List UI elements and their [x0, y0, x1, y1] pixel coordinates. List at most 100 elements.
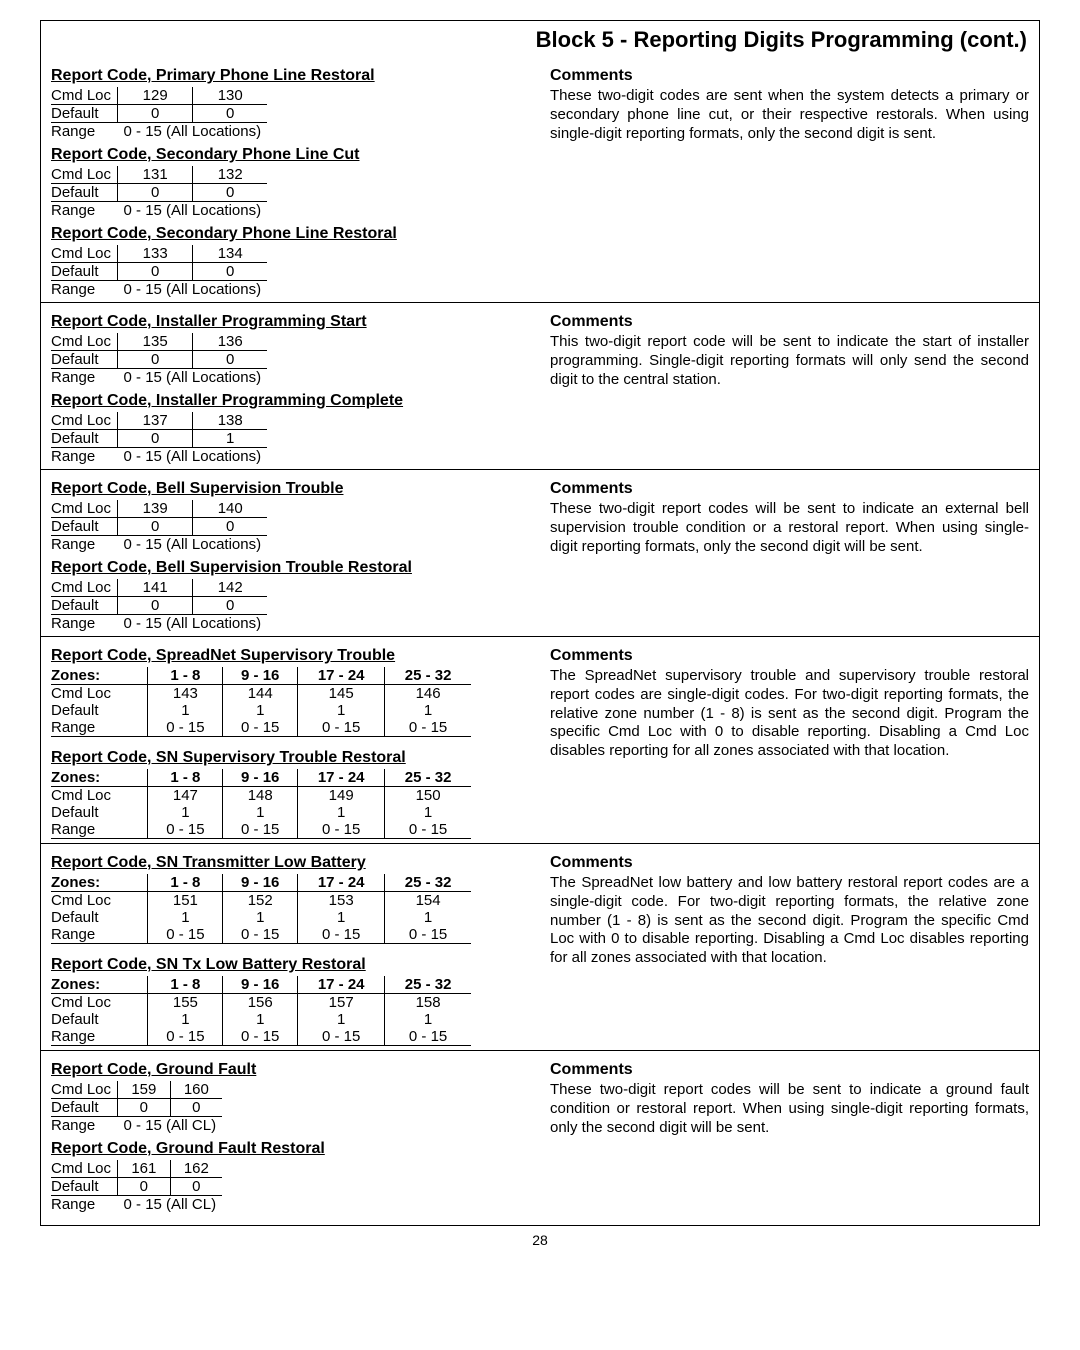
label-range: Range: [51, 536, 118, 554]
comments-body: The SpreadNet low battery and low batter…: [550, 874, 1029, 968]
zone-range: 9 - 16: [223, 976, 298, 994]
label-cmdloc: Cmd Loc: [51, 579, 118, 597]
cmdloc-val: 138: [193, 412, 267, 430]
content-border: Report Code, Primary Phone Line Restoral…: [40, 57, 1040, 1226]
comments-body: This two-digit report code will be sent …: [550, 333, 1029, 389]
range-val: 0 - 15: [148, 1028, 223, 1046]
default-val: 1: [385, 804, 471, 821]
cmdloc-val: 142: [193, 579, 267, 597]
range-val: 0 - 15: [298, 719, 385, 737]
comments-heading: Comments: [550, 67, 1029, 85]
zone-table: Zones: 1 - 8 9 - 16 17 - 24 25 - 32 Cmd …: [51, 769, 471, 839]
label-default: Default: [51, 1099, 118, 1117]
default-val: 1: [223, 909, 298, 926]
comments-body: These two-digit codes are sent when the …: [550, 87, 1029, 143]
default-val: 0: [118, 105, 193, 123]
comments-body: The SpreadNet supervisory trouble and su…: [550, 667, 1029, 761]
range-val: 0 - 15 (All Locations): [118, 202, 268, 220]
section-title: Report Code, Secondary Phone Line Cut: [51, 146, 530, 164]
range-val: 0 - 15: [298, 821, 385, 839]
label-default: Default: [51, 909, 148, 926]
section-title: Report Code, Bell Supervision Trouble: [51, 480, 530, 498]
default-val: 0: [193, 105, 267, 123]
section-row: Report Code, Ground Fault Cmd Loc 159 16…: [41, 1051, 1039, 1217]
section-right: Comments These two-digit report codes wi…: [540, 1051, 1039, 1217]
section-right: Comments The SpreadNet supervisory troub…: [540, 637, 1039, 843]
section-title: Report Code, Primary Phone Line Restoral: [51, 67, 530, 85]
cmdloc-val: 150: [385, 787, 471, 805]
cmdloc-val: 129: [118, 87, 193, 105]
range-val: 0 - 15 (All Locations): [118, 448, 268, 466]
cmdloc-val: 137: [118, 412, 193, 430]
label-range: Range: [51, 926, 148, 944]
cmdloc-val: 147: [148, 787, 223, 805]
cmdloc-val: 139: [118, 500, 193, 518]
default-val: 1: [385, 702, 471, 719]
label-default: Default: [51, 702, 148, 719]
default-val: 1: [223, 1011, 298, 1028]
label-cmdloc: Cmd Loc: [51, 412, 118, 430]
default-val: 1: [223, 702, 298, 719]
label-cmdloc: Cmd Loc: [51, 166, 118, 184]
label-default: Default: [51, 351, 118, 369]
label-range: Range: [51, 281, 118, 299]
label-range: Range: [51, 123, 118, 141]
cmdloc-val: 135: [118, 333, 193, 351]
default-val: 0: [118, 184, 193, 202]
zone-range: 17 - 24: [298, 667, 385, 685]
range-val: 0 - 15 (All Locations): [118, 281, 268, 299]
section-row: Report Code, Primary Phone Line Restoral…: [41, 57, 1039, 302]
default-val: 1: [298, 1011, 385, 1028]
cmdloc-val: 145: [298, 685, 385, 703]
default-val: 1: [385, 1011, 471, 1028]
label-range: Range: [51, 615, 118, 633]
zone-range: 9 - 16: [223, 769, 298, 787]
section-title: Report Code, SN Supervisory Trouble Rest…: [51, 749, 530, 767]
label-default: Default: [51, 105, 118, 123]
default-val: 0: [118, 518, 193, 536]
zone-range: 1 - 8: [148, 976, 223, 994]
default-val: 1: [193, 430, 267, 448]
zone-table: Zones: 1 - 8 9 - 16 17 - 24 25 - 32 Cmd …: [51, 667, 471, 737]
section-left: Report Code, Installer Programming Start…: [41, 303, 540, 469]
param-table: Cmd Loc 161 162 Default 0 0 Range 0 - 15…: [51, 1160, 222, 1213]
section-title: Report Code, SpreadNet Supervisory Troub…: [51, 647, 530, 665]
default-val: 1: [298, 702, 385, 719]
label-default: Default: [51, 518, 118, 536]
section-title: Report Code, SN Tx Low Battery Restoral: [51, 956, 530, 974]
zone-range: 9 - 16: [223, 874, 298, 892]
section-right: Comments This two-digit report code will…: [540, 303, 1039, 469]
section-title: Report Code, Bell Supervision Trouble Re…: [51, 559, 530, 577]
label-zones: Zones:: [51, 976, 148, 994]
comments-heading: Comments: [550, 647, 1029, 665]
label-default: Default: [51, 184, 118, 202]
zone-range: 25 - 32: [385, 769, 471, 787]
section-title: Report Code, Ground Fault Restoral: [51, 1140, 530, 1158]
range-val: 0 - 15: [298, 926, 385, 944]
label-default: Default: [51, 1011, 148, 1028]
label-cmdloc: Cmd Loc: [51, 994, 148, 1012]
range-val: 0 - 15: [223, 1028, 298, 1046]
label-cmdloc: Cmd Loc: [51, 1160, 118, 1178]
section-right: Comments These two-digit codes are sent …: [540, 57, 1039, 302]
default-val: 1: [148, 804, 223, 821]
cmdloc-val: 157: [298, 994, 385, 1012]
range-val: 0 - 15: [385, 719, 471, 737]
cmdloc-val: 161: [118, 1160, 171, 1178]
cmdloc-val: 154: [385, 892, 471, 910]
default-val: 0: [118, 351, 193, 369]
label-default: Default: [51, 430, 118, 448]
range-val: 0 - 15 (All CL): [118, 1117, 223, 1135]
label-range: Range: [51, 719, 148, 737]
default-val: 1: [148, 1011, 223, 1028]
default-val: 1: [385, 909, 471, 926]
cmdloc-val: 149: [298, 787, 385, 805]
zone-range: 1 - 8: [148, 769, 223, 787]
range-val: 0 - 15: [223, 719, 298, 737]
param-table: Cmd Loc 133 134 Default 0 0 Range 0 - 15…: [51, 245, 267, 298]
zone-range: 25 - 32: [385, 667, 471, 685]
range-val: 0 - 15: [223, 821, 298, 839]
range-val: 0 - 15 (All Locations): [118, 536, 268, 554]
section-title: Report Code, SN Transmitter Low Battery: [51, 854, 530, 872]
section-left: Report Code, Ground Fault Cmd Loc 159 16…: [41, 1051, 540, 1217]
